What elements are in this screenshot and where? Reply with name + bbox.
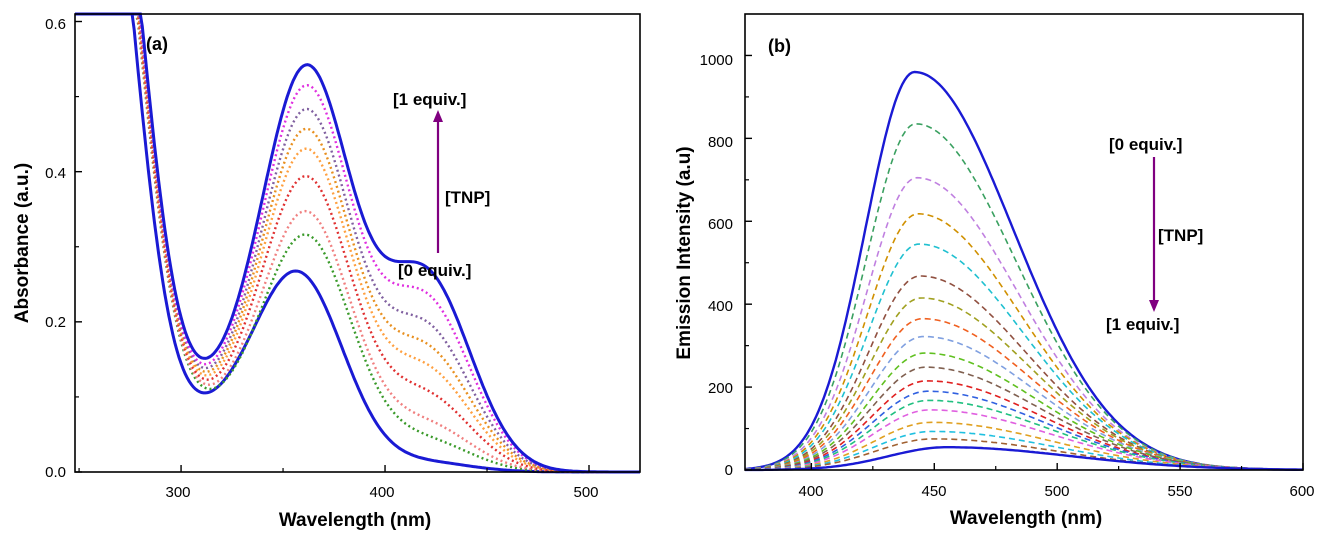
panel-b-series-15 — [745, 421, 1303, 471]
panel-b-y-axis-title: Emission Intensity (a.u) — [674, 146, 695, 359]
panel-a-curves — [75, 12, 640, 474]
panel-b-ytick-label: 0 — [725, 462, 733, 479]
panel-a-series-8 — [75, 12, 640, 474]
panel-b-series-18 — [745, 446, 1303, 472]
panel-b-annotation-middle: [TNP] — [1158, 226, 1203, 245]
panel-a-ytick-label: 0.0 — [45, 464, 66, 481]
panel-b-series-12 — [744, 390, 1304, 471]
panel-b-series-3 — [744, 213, 1303, 471]
panel-a-label: (a) — [146, 34, 168, 54]
panel-b-ticks — [745, 54, 1304, 471]
panel-a-xtick-label: 300 — [165, 484, 190, 501]
panel-b-annotation-top: [0 equiv.] — [1109, 135, 1182, 154]
panel-a-arrow-head — [433, 110, 443, 122]
panel-b-series-8 — [745, 335, 1303, 471]
panel-b-x-axis-title: Wavelength (nm) — [950, 508, 1102, 529]
panel-b-xtick-label: 450 — [921, 483, 946, 500]
panel-a-x-axis-title: Wavelength (nm) — [279, 510, 431, 531]
panel-a-xtick-label: 400 — [369, 484, 394, 501]
panel-b-curves — [744, 70, 1304, 472]
panel-a-series-6 — [75, 12, 640, 474]
panel-b-ytick-label: 800 — [708, 134, 733, 151]
panel-a-ytick-label: 0.6 — [45, 16, 66, 33]
panel-b: 400 450 500 550 600 0 200 400 600 800 10… — [674, 13, 1315, 529]
panel-a: 300 400 500 0.0 0.2 0.4 0.6 Wavelength (… — [12, 12, 641, 531]
panel-b-ytick-label: 600 — [708, 216, 733, 233]
panel-b-series-1 — [744, 123, 1303, 471]
panel-b-ytick-label: 1000 — [700, 52, 733, 69]
panel-b-series-14 — [745, 409, 1304, 471]
panel-a-ticks — [75, 20, 590, 473]
panel-b-xtick-label: 500 — [1044, 483, 1069, 500]
panel-b-frame — [744, 13, 1304, 471]
panel-a-ytick-label: 0.4 — [45, 165, 66, 182]
panel-b-series-7 — [744, 317, 1304, 471]
panel-b-arrow-head — [1149, 300, 1159, 312]
panel-a-ytick-label: 0.2 — [45, 314, 66, 331]
panel-b-ytick-label: 200 — [708, 380, 733, 397]
panel-b-xtick-label: 600 — [1289, 483, 1314, 500]
panel-a-xtick-label: 500 — [573, 484, 598, 501]
panel-b-xtick-label: 550 — [1167, 483, 1192, 500]
panel-b-ytick-label: 400 — [708, 298, 733, 315]
panel-b-series-11 — [744, 380, 1303, 471]
panel-a-annotation-middle: [TNP] — [445, 188, 490, 207]
panel-b-xtick-label: 400 — [798, 483, 823, 500]
panel-a-annotation-bottom: [0 equiv.] — [398, 261, 471, 280]
panel-b-series-0 — [744, 70, 1303, 471]
panel-a-annotation-top: [1 equiv.] — [393, 90, 466, 109]
panel-b-annotation-bottom: [1 equiv.] — [1106, 315, 1179, 334]
panel-a-series-3 — [75, 12, 640, 474]
panel-a-frame — [74, 13, 641, 473]
panel-a-y-axis-title: Absorbance (a.u.) — [12, 163, 33, 323]
panel-b-label: (b) — [768, 36, 791, 56]
